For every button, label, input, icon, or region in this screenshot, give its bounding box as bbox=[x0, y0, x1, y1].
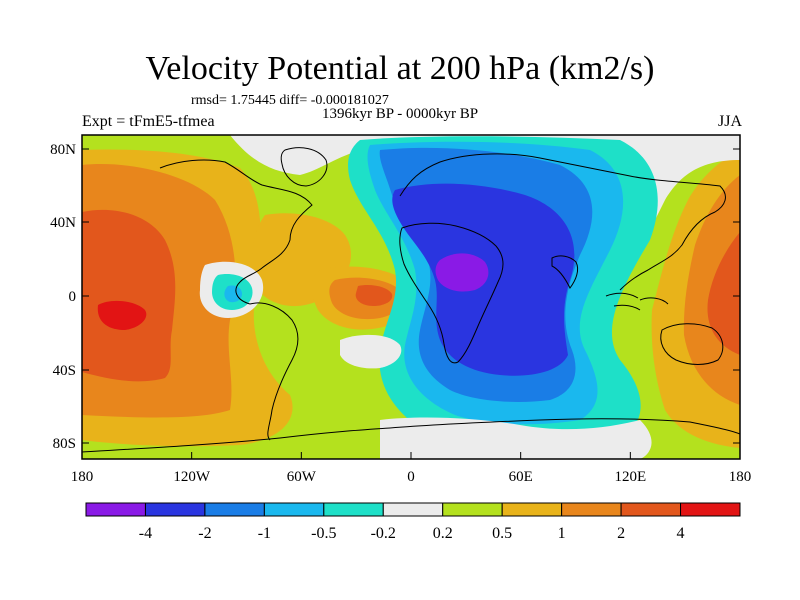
x-tick-label: 180 bbox=[729, 469, 752, 485]
south-america-outline bbox=[249, 302, 299, 441]
colorbar-label: -1 bbox=[258, 525, 271, 542]
greenland-outline bbox=[280, 147, 328, 187]
x-tick-label: 60W bbox=[287, 469, 317, 485]
x-tick-label: 0 bbox=[407, 469, 415, 485]
colorbar-swatch bbox=[144, 502, 206, 517]
period-subtitle: 1396kyr BP - 0000kyr BP bbox=[322, 106, 479, 122]
colorbar-swatch bbox=[263, 502, 325, 517]
eurasia-outline bbox=[399, 153, 726, 291]
x-tick-label: 60E bbox=[509, 469, 533, 485]
y-tick-label: 40N bbox=[50, 215, 76, 231]
season-label: JJA bbox=[717, 113, 742, 130]
colorbar-label: 2 bbox=[617, 525, 625, 542]
x-tick-label: 120W bbox=[173, 469, 211, 485]
stats-line: rmsd= 1.75445 diff= -0.000181027 bbox=[191, 93, 389, 108]
y-tick-label: 40S bbox=[53, 363, 76, 379]
y-tick-label: 80S bbox=[53, 436, 76, 452]
chart-title: Velocity Potential at 200 hPa (km2/s) bbox=[145, 50, 655, 87]
colorbar-label: -2 bbox=[198, 525, 211, 542]
antarctica-outline bbox=[82, 418, 740, 453]
contour-fill-layer bbox=[82, 135, 740, 459]
colorbar-swatch bbox=[323, 502, 384, 517]
colorbar-swatch bbox=[204, 502, 265, 517]
colorbar-swatch bbox=[85, 502, 146, 517]
colorbar-swatch bbox=[442, 502, 503, 517]
y-tick-label: 80N bbox=[50, 142, 76, 158]
experiment-label: Expt = tFmE5-tfmea bbox=[82, 113, 215, 130]
north-america-outline bbox=[159, 159, 313, 305]
india-outline bbox=[551, 255, 579, 289]
colorbar-label: 0.5 bbox=[492, 525, 512, 542]
indonesia-outline bbox=[605, 292, 669, 311]
colorbar-swatch bbox=[680, 502, 741, 517]
colorbar-label: 1 bbox=[558, 525, 566, 542]
colorbar-swatch bbox=[620, 502, 682, 517]
colorbar-swatch bbox=[561, 502, 622, 517]
colorbar-label: 4 bbox=[677, 525, 685, 542]
australia-outline bbox=[660, 323, 724, 365]
colorbar-label: -0.2 bbox=[371, 525, 396, 542]
colorbar-label: -4 bbox=[139, 525, 152, 542]
colorbar-swatch bbox=[501, 502, 563, 517]
colorbar-label: 0.2 bbox=[433, 525, 453, 542]
colorbar-label: -0.5 bbox=[311, 525, 336, 542]
colorbar: -4 -2 -1 -0.5 -0.2 0.2 0.5 1 2 4 bbox=[85, 502, 741, 542]
y-tick-label: 0 bbox=[69, 289, 77, 305]
x-tick-label: 180 bbox=[71, 469, 94, 485]
coastlines-layer bbox=[82, 147, 740, 453]
x-tick-label: 120E bbox=[614, 469, 646, 485]
colorbar-swatch bbox=[382, 502, 444, 517]
axes-layer: 180 120W 60W 0 60E 120E 180 80N 40N 0 40S 80S bbox=[50, 142, 751, 485]
africa-outline bbox=[399, 222, 504, 364]
